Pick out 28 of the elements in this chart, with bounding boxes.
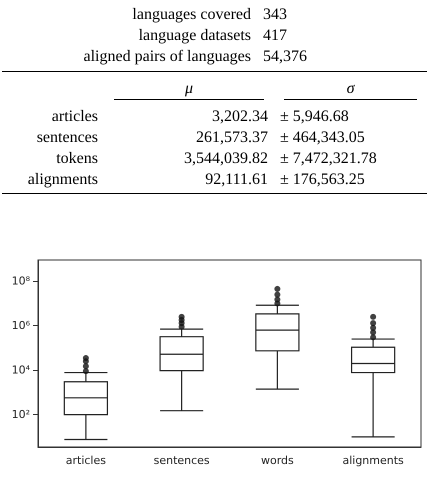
text: 3,544,039.82	[183, 149, 270, 169]
y-tick-label: 10⁴	[12, 364, 31, 377]
text: 343	[262, 5, 288, 25]
text: σ	[284, 78, 417, 100]
x-tick-label: sentences	[154, 454, 210, 467]
text: language datasets	[138, 26, 252, 46]
x-tick-label: alignments	[342, 454, 404, 467]
x-tick-label: articles	[66, 454, 106, 467]
text: languages covered	[131, 5, 252, 25]
text: 261,573.37	[195, 128, 270, 148]
text: articles	[50, 107, 99, 127]
text: ± 176,563.25	[274, 169, 427, 194]
text: ± 464,343.05	[279, 128, 366, 148]
text: tokens	[55, 149, 99, 169]
text: alignments	[2, 169, 104, 194]
text: ± 7,472,321.78	[279, 149, 378, 169]
text: 92,111.61	[104, 169, 274, 194]
x-tick-label: words	[260, 454, 294, 467]
text: aligned pairs of languages	[2, 46, 257, 72]
text: 3,202.34	[211, 107, 270, 127]
text: 417	[262, 26, 288, 46]
y-tick-label: 10⁶	[12, 319, 31, 332]
text: sentences	[36, 128, 99, 148]
y-tick-label: 10²	[12, 408, 30, 422]
y-tick-label: 10⁸	[12, 274, 31, 288]
text: μ	[114, 78, 264, 100]
text: 54,376	[257, 46, 427, 72]
text: ± 5,946.68	[279, 107, 350, 127]
